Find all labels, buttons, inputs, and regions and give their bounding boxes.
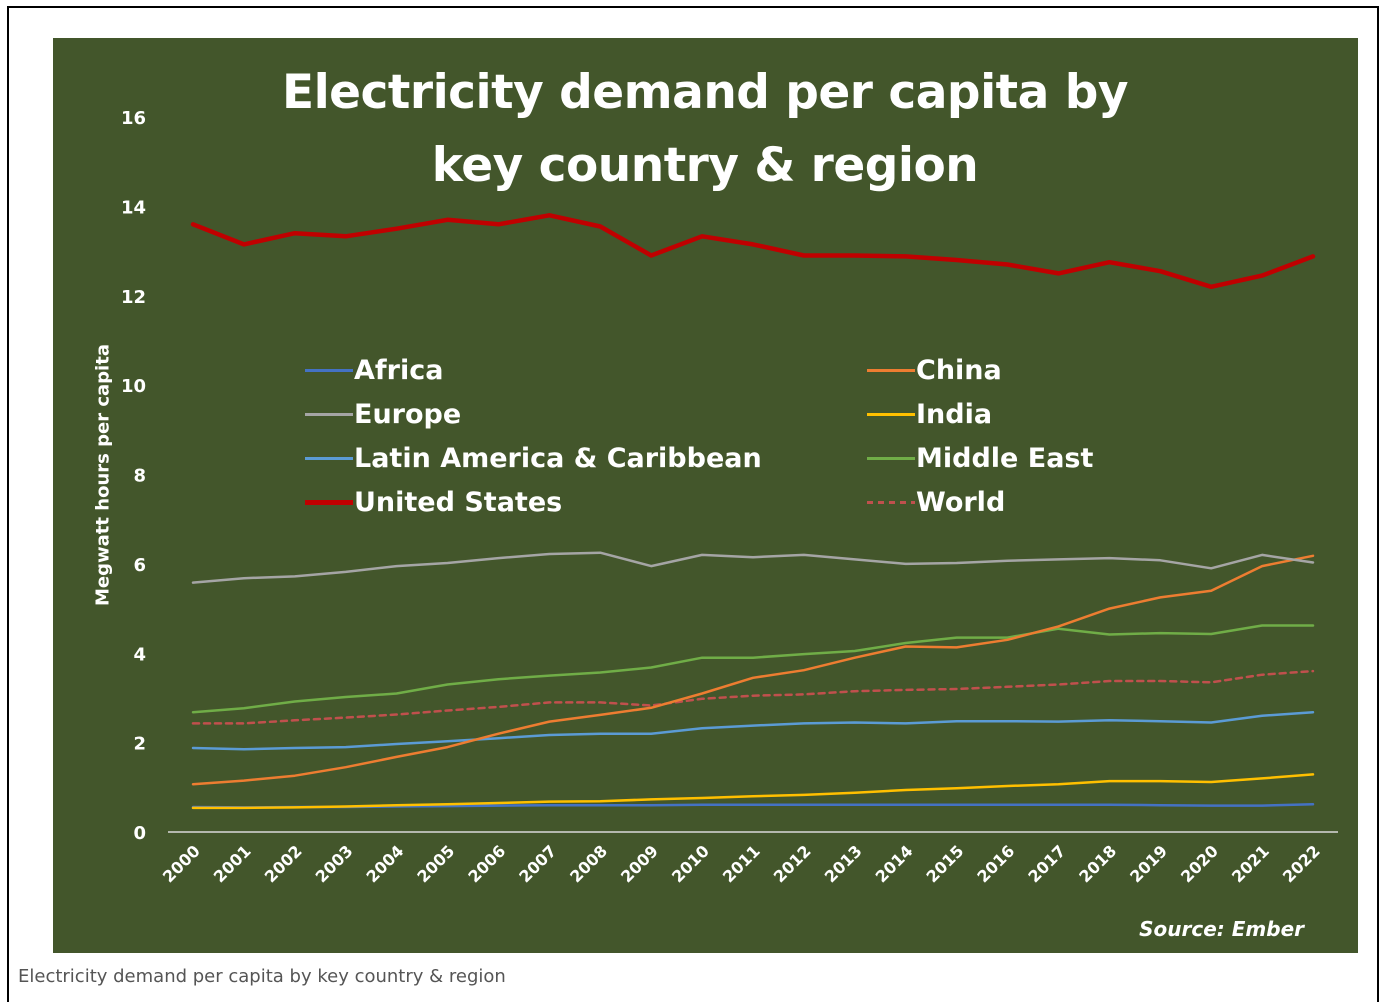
y-tick-label: 8 bbox=[133, 466, 146, 487]
x-tick-label: 2010 bbox=[668, 841, 713, 886]
legend-swatch bbox=[867, 500, 915, 504]
legend-swatch bbox=[305, 456, 353, 460]
x-tick-label: 2020 bbox=[1177, 841, 1222, 886]
series-line-middle-east bbox=[191, 624, 1315, 714]
y-tick-label: 6 bbox=[133, 555, 146, 576]
legend-label: Africa bbox=[354, 354, 444, 386]
legend-label: Latin America & Caribbean bbox=[354, 442, 762, 474]
x-tick-label: 2015 bbox=[923, 841, 968, 886]
legend-label: Europe bbox=[354, 398, 462, 430]
x-tick-label: 2018 bbox=[1075, 841, 1120, 886]
legend-swatch bbox=[867, 368, 915, 372]
x-tick-label: 2022 bbox=[1279, 841, 1324, 886]
y-tick-label: 0 bbox=[133, 823, 146, 844]
x-tick-label: 2002 bbox=[261, 841, 306, 886]
y-tick-label: 2 bbox=[133, 734, 146, 755]
y-tick-label: 4 bbox=[133, 644, 146, 665]
x-tick-label: 2017 bbox=[1024, 841, 1069, 886]
series-line-world bbox=[191, 669, 1315, 725]
chart-panel bbox=[53, 38, 1358, 953]
series-line-latin-america-caribbean bbox=[191, 710, 1315, 751]
y-tick-label: 12 bbox=[121, 287, 146, 308]
x-tick-label: 2006 bbox=[464, 841, 509, 886]
x-tick-label: 2005 bbox=[413, 841, 458, 886]
x-tick-label: 2003 bbox=[312, 841, 357, 886]
x-tick-label: 2011 bbox=[719, 841, 764, 886]
legend-item: China bbox=[867, 354, 1002, 386]
y-axis-label: Megwatt hours per capita bbox=[92, 344, 114, 606]
y-tick-label: 14 bbox=[121, 197, 146, 218]
series-line-europe bbox=[191, 551, 1315, 584]
series-line-china bbox=[191, 554, 1315, 786]
legend-item: Latin America & Caribbean bbox=[305, 442, 762, 474]
legend-item: Europe bbox=[305, 398, 462, 430]
series-line-india bbox=[191, 773, 1315, 810]
x-tick-label: 2009 bbox=[617, 841, 662, 886]
series-line-united-states bbox=[190, 213, 1316, 290]
x-tick-label: 2013 bbox=[821, 841, 866, 886]
legend-swatch bbox=[305, 368, 353, 372]
x-tick-label: 2008 bbox=[566, 841, 611, 886]
figure-caption: Electricity demand per capita by key cou… bbox=[18, 966, 506, 987]
legend-item: India bbox=[867, 398, 993, 430]
x-tick-label: 2014 bbox=[872, 841, 917, 886]
legend-swatch bbox=[867, 456, 915, 460]
legend-label: China bbox=[916, 354, 1002, 386]
legend-label: United States bbox=[354, 486, 563, 518]
legend-label: Middle East bbox=[916, 442, 1094, 474]
x-tick-label: 2007 bbox=[515, 841, 560, 886]
x-tick-label: 2016 bbox=[973, 841, 1018, 886]
y-tick-label: 16 bbox=[121, 108, 146, 129]
legend-item: Middle East bbox=[867, 442, 1094, 474]
legend-label: India bbox=[916, 398, 993, 430]
x-tick-label: 2012 bbox=[770, 841, 815, 886]
x-tick-label: 2019 bbox=[1126, 841, 1171, 886]
x-tick-label: 2021 bbox=[1228, 841, 1273, 886]
x-tick-label: 2000 bbox=[159, 841, 204, 886]
legend-item: Africa bbox=[305, 354, 444, 386]
figure-frame bbox=[7, 6, 1379, 1002]
legend-swatch bbox=[305, 412, 353, 416]
legend-item: World bbox=[867, 486, 1006, 518]
legend-swatch bbox=[867, 412, 915, 416]
x-tick-label: 2004 bbox=[363, 841, 408, 886]
legend-swatch bbox=[305, 499, 353, 505]
chart-title: Electricity demand per capita by key cou… bbox=[281, 65, 1129, 193]
legend-label: World bbox=[916, 486, 1006, 518]
x-tick-label: 2001 bbox=[210, 841, 255, 886]
legend-item: United States bbox=[305, 486, 563, 518]
source-note: Source: Ember bbox=[1139, 917, 1304, 941]
y-tick-label: 10 bbox=[121, 376, 146, 397]
